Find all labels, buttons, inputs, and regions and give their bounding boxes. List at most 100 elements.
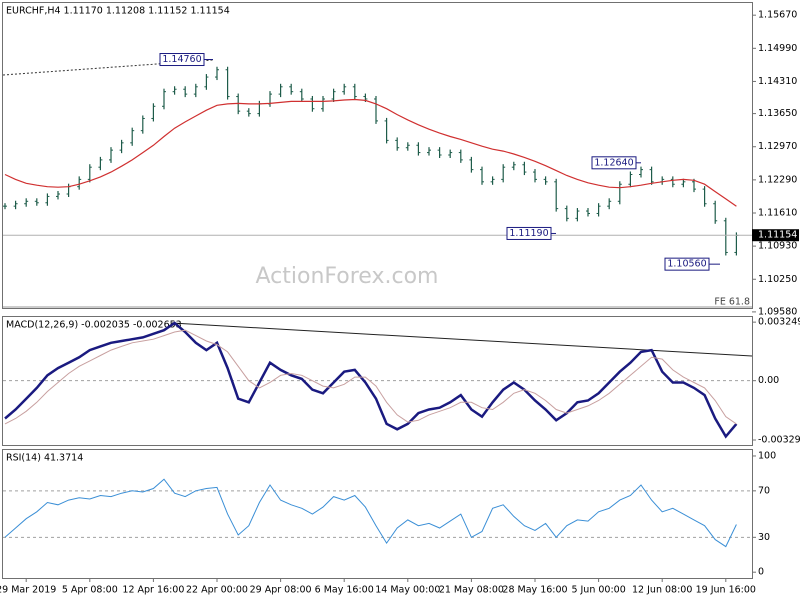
x-tick-label: 12 Jun 08:00 — [632, 585, 692, 596]
price-bar — [639, 166, 643, 178]
price-bar — [607, 198, 612, 210]
price-bar — [299, 88, 304, 102]
price-bar — [204, 74, 209, 90]
price-bar — [246, 108, 251, 117]
y-tick-label: 1.12290 — [758, 174, 797, 185]
annotation-box — [591, 156, 637, 170]
price-bar — [681, 178, 686, 188]
price-bar — [162, 88, 166, 110]
price-bar — [109, 147, 113, 163]
y-tick-label: -0.003293 — [758, 435, 800, 446]
series-line — [4, 329, 737, 425]
y-tick-label: 1.12970 — [758, 141, 797, 152]
price-bar — [670, 176, 675, 188]
macd-trend-line — [171, 322, 753, 357]
price-bar — [77, 176, 82, 190]
price-bar — [87, 164, 92, 183]
price-bar — [278, 83, 283, 98]
price-bar — [596, 203, 601, 217]
price-title: EURCHF,H4 1.11170 1.11208 1.11152 1.1115… — [6, 6, 230, 17]
price-bar — [384, 117, 389, 144]
last-price-box — [752, 229, 799, 242]
x-tick-label: 14 May 00:00 — [375, 585, 440, 596]
price-bar — [416, 142, 421, 156]
watermark: ActionForex.com — [256, 264, 439, 289]
moving-average — [4, 98, 737, 207]
y-tick-label: 1.11610 — [758, 207, 797, 218]
x-tick-label: 22 Apr 00:00 — [186, 585, 248, 596]
last-price-label: 1.11154 — [758, 230, 797, 241]
trend-line — [2, 59, 214, 76]
annotation-box — [159, 53, 205, 67]
price-bar — [395, 137, 400, 151]
annotation-label: 1.14760 — [162, 54, 201, 65]
y-tick-label: 0.003249 — [758, 317, 800, 328]
y-tick-label: 0 — [758, 567, 764, 578]
price-bar — [490, 176, 495, 185]
price-bar — [501, 164, 506, 183]
price-bar — [427, 147, 431, 156]
price-bar — [702, 186, 707, 207]
x-tick-label: 29 Mar 2019 — [0, 585, 56, 596]
x-tick-label: 5 Apr 08:00 — [62, 585, 118, 596]
price-bar — [34, 198, 39, 206]
annotation-label: 1.10560 — [667, 259, 706, 270]
x-tick-label: 28 May 16:00 — [502, 585, 567, 596]
price-bar — [321, 95, 325, 112]
y-tick-label: 70 — [758, 485, 770, 496]
annotation-label: 1.12640 — [594, 157, 633, 168]
price-bar — [448, 149, 453, 159]
price-bar — [405, 142, 410, 151]
y-tick-label: 1.09580 — [758, 306, 797, 317]
price-bar — [215, 66, 219, 81]
y-tick-label: 1.14990 — [758, 43, 797, 54]
annotation-box — [664, 257, 710, 271]
price-bar — [586, 208, 590, 217]
price-bar — [13, 200, 18, 210]
price-bar — [140, 115, 145, 134]
price-bar — [98, 156, 103, 171]
price-bar — [713, 200, 718, 224]
price-panel — [2, 2, 753, 309]
price-bar — [575, 208, 580, 222]
price-bar — [533, 169, 537, 183]
macd-title: MACD(12,26,9) -0.002035 -0.002653 — [6, 320, 182, 331]
price-bar — [172, 86, 177, 95]
price-bar — [469, 156, 474, 173]
price-bar — [45, 193, 50, 206]
series-line — [4, 321, 738, 439]
price-bar — [56, 190, 60, 200]
price-bar — [480, 166, 484, 185]
price-bar — [511, 161, 516, 171]
y-tick-label: 1.10930 — [758, 241, 797, 252]
price-bar — [649, 166, 654, 185]
price-bar — [151, 103, 156, 122]
x-tick-label: 12 Apr 16:00 — [122, 585, 184, 596]
price-bar — [183, 86, 188, 98]
price-bar — [564, 205, 569, 222]
annotation-box — [506, 226, 552, 240]
price-bar — [458, 149, 463, 163]
y-tick-label: 1.10250 — [758, 274, 797, 285]
price-bar — [723, 217, 728, 256]
price-bar — [543, 176, 548, 185]
y-tick-label: 1.15670 — [758, 10, 797, 21]
fe-label: FE 61.8 — [714, 297, 750, 308]
x-tick-label: 6 May 16:00 — [315, 585, 374, 596]
y-tick-label: 0.00 — [758, 375, 779, 386]
price-bar — [3, 203, 7, 210]
y-tick-label: 30 — [758, 532, 770, 543]
y-tick-label: 100 — [758, 450, 776, 461]
price-bar — [24, 198, 29, 207]
price-bar — [437, 147, 442, 159]
rsi-title: RSI(14) 41.3714 — [6, 453, 83, 464]
y-tick-label: 1.14310 — [758, 76, 797, 87]
annotation-label: 1.11190 — [509, 228, 548, 239]
series-line — [4, 478, 737, 548]
x-tick-label: 5 Jun 00:00 — [571, 585, 625, 596]
price-bar — [119, 139, 124, 154]
x-tick-label: 29 Apr 08:00 — [250, 585, 312, 596]
price-bar — [554, 178, 559, 212]
